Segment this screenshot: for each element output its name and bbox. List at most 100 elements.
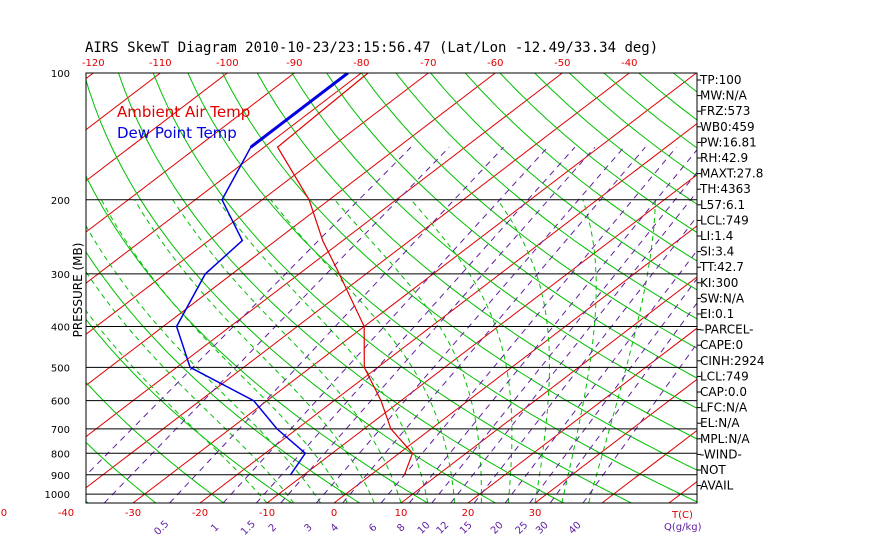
mixing-ratio-tick-label: 30 — [534, 520, 551, 537]
isotherm-line — [132, 73, 697, 503]
top-temp-tick-label: -50 — [554, 58, 570, 69]
mixing-ratio-line — [86, 146, 412, 476]
dry-adiabat-line — [291, 73, 697, 409]
moist-adiabat-line — [217, 199, 429, 503]
moist-adiabat-line — [86, 271, 295, 503]
mixing-ratio-unit: Q(g/kg) — [664, 522, 702, 533]
pressure-tick-label: 200 — [51, 196, 70, 207]
dry-adiabat-line — [86, 318, 293, 503]
mixing-ratio-line — [280, 146, 596, 503]
bottom-temp-tick-label: -20 — [192, 508, 208, 519]
isotherm-line — [467, 327, 697, 503]
stat-item: LCL:749 — [700, 369, 749, 383]
dry-adiabat-line — [187, 73, 697, 503]
dew-point-upper-segment — [249, 73, 349, 149]
pressure-tick-label: 700 — [51, 425, 70, 436]
bottom-temp-tick-label: 20 — [462, 508, 475, 519]
isotherm-line — [400, 276, 697, 503]
mixing-ratio-tick-label: 1.5 — [239, 519, 258, 538]
top-temp-tick-label: -60 — [487, 58, 503, 69]
mixing-ratio-tick-label: 0.5 — [152, 519, 171, 538]
mixing-ratio-line — [529, 278, 697, 503]
moist-adiabat-line — [172, 199, 402, 503]
mixing-ratio-tick-label: 1 — [209, 522, 221, 534]
mixing-ratio-tick-label: 8 — [395, 522, 407, 534]
pressure-tick-label: 600 — [51, 397, 70, 408]
isotherm-line — [86, 73, 362, 284]
pressure-tick-label: 100 — [51, 69, 70, 80]
pressure-tick-label: 500 — [51, 363, 70, 374]
top-temp-tick-label: -90 — [286, 58, 302, 69]
isotherm-line — [86, 73, 228, 182]
bottom-temp-tick-label: 30 — [529, 508, 542, 519]
stat-item: MW:N/A — [700, 89, 748, 103]
mixing-ratio-line — [103, 146, 450, 503]
top-temp-tick-label: -110 — [149, 58, 172, 69]
dry-adiabat-line — [395, 73, 697, 320]
stat-item: CAPE:0 — [700, 338, 743, 352]
stat-item: EL:N/A — [700, 416, 740, 430]
mixing-ratio-tick-label: 10 — [416, 520, 433, 537]
mixing-ratio-tick-label: 6 — [367, 522, 379, 534]
dry-adiabat-line — [256, 73, 697, 440]
dew-point-line — [175, 73, 349, 476]
mixing-ratio-line — [504, 249, 697, 503]
moist-adiabat-line — [86, 224, 322, 503]
legend-ambient-air-temp: Ambient Air Temp — [117, 103, 250, 121]
dry-adiabat-line — [86, 251, 360, 503]
stat-item: LFC:N/A — [700, 401, 748, 415]
mixing-ratio-line — [222, 146, 549, 503]
legend-dew-point-temp: Dew Point Temp — [117, 124, 237, 142]
stat-item: PW:16.81 — [700, 135, 757, 149]
mixing-ratio-line — [450, 190, 697, 503]
bottom-temp-tick-label: -40 — [58, 508, 74, 519]
moist-adiabat-line — [100, 199, 348, 503]
isotherm-line — [333, 225, 697, 503]
mixing-ratio-line — [549, 302, 697, 503]
stat-item: RH:42.9 — [700, 151, 748, 165]
mixing-ratio-line — [380, 146, 677, 503]
stat-item: -WIND- — [700, 447, 742, 461]
isotherm-line — [601, 429, 697, 503]
mixing-ratio-tick-label: 20 — [489, 520, 506, 537]
stat-item: -PARCEL- — [700, 323, 754, 337]
mixing-ratio-line — [342, 146, 646, 503]
dry-adiabat-line — [86, 78, 496, 503]
stat-item: LI:1.4 — [700, 229, 733, 243]
moist-adiabat-line — [588, 199, 656, 503]
stat-item: KI:300 — [700, 276, 738, 290]
pressure-tick-label: 900 — [51, 471, 70, 482]
dry-adiabat-line — [86, 441, 157, 503]
isotherm-line — [86, 73, 496, 387]
stat-item: MPL:N/A — [700, 432, 750, 446]
stat-item: WB0:459 — [700, 120, 755, 134]
stat-item: L57:6.1 — [700, 198, 745, 212]
moist-adiabat-line — [561, 199, 597, 503]
mixing-ratio-tick-label: 40 — [567, 520, 584, 537]
stat-item: EI:0.1 — [700, 307, 734, 321]
mixing-ratio-tick-label: 15 — [458, 520, 475, 537]
pressure-tick-label: 1000 — [45, 490, 70, 501]
bottom-temp-tick-label: -30 — [125, 508, 141, 519]
dry-adiabat-line — [464, 73, 697, 262]
mixing-ratio-tick-label: 4 — [329, 522, 341, 534]
isotherm-line — [86, 73, 630, 489]
moist-adiabat-line — [134, 199, 375, 503]
bottom-temp-tick-label: -50 — [0, 508, 7, 519]
x-axis-unit: T(C) — [671, 510, 693, 521]
stat-item: LCL:749 — [700, 213, 749, 227]
stat-item: TH:4363 — [699, 182, 751, 196]
dry-adiabat-line — [86, 175, 428, 503]
stat-item: MAXT:27.8 — [700, 167, 763, 181]
isotherm-line — [86, 73, 295, 233]
stat-item: TT:42.7 — [699, 260, 744, 274]
moist-adiabat-line — [86, 309, 268, 503]
y-axis-label: PRESSURE (MB) — [71, 243, 85, 338]
moist-adiabat-line — [270, 199, 456, 503]
moist-adiabat-line — [410, 199, 513, 503]
mixing-ratio-line — [255, 146, 576, 503]
pressure-tick-label: 400 — [51, 323, 70, 334]
pressure-tick-label: 800 — [51, 449, 70, 460]
stat-item: SW:N/A — [700, 291, 745, 305]
